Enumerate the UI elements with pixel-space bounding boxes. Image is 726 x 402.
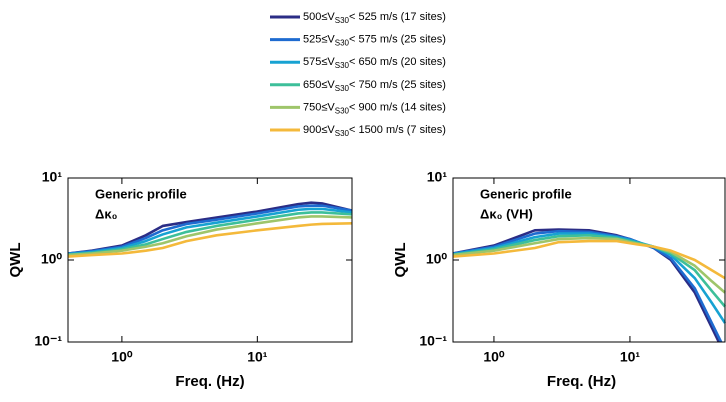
y-tick-label: 10⁻¹ — [419, 333, 447, 349]
x-tick-label: 10¹ — [620, 349, 641, 365]
legend-label: 500≤VS30< 525 m/s (17 sites) — [303, 11, 446, 25]
annotation: Δκ₀ (VH) — [480, 206, 533, 221]
series-line — [453, 239, 726, 280]
legend-label: 900≤VS30< 1500 m/s (7 sites) — [303, 124, 446, 138]
y-tick-label: 10⁰ — [426, 251, 448, 267]
annotation: Generic profile — [95, 186, 187, 201]
x-tick-label: 10⁰ — [111, 349, 133, 365]
y-axis-label: QWL — [7, 243, 24, 278]
plot-lines — [68, 201, 352, 258]
plot-lines — [453, 228, 726, 342]
y-tick-label: 10⁰ — [41, 251, 63, 267]
y-axis-label: QWL — [392, 243, 409, 278]
legend-label: 525≤VS30< 575 m/s (25 sites) — [303, 34, 446, 48]
x-tick-label: 10⁰ — [483, 349, 505, 365]
legend-label: 650≤VS30< 750 m/s (25 sites) — [303, 79, 446, 93]
annotation: Generic profile — [480, 186, 572, 201]
x-axis-label: Freq. (Hz) — [175, 373, 244, 390]
y-tick-label: 10⁻¹ — [34, 333, 62, 349]
series-line — [68, 222, 352, 258]
annotation: Δκ₀ — [95, 206, 118, 221]
series-line — [68, 215, 352, 257]
y-tick-label: 10¹ — [42, 169, 63, 185]
y-tick-label: 10¹ — [427, 169, 448, 185]
series-line — [453, 236, 726, 294]
legend-label: 575≤VS30< 650 m/s (20 sites) — [303, 56, 446, 70]
legend-label: 750≤VS30< 900 m/s (14 sites) — [303, 101, 446, 115]
x-tick-label: 10¹ — [247, 349, 268, 365]
x-axis-label: Freq. (Hz) — [547, 373, 616, 390]
